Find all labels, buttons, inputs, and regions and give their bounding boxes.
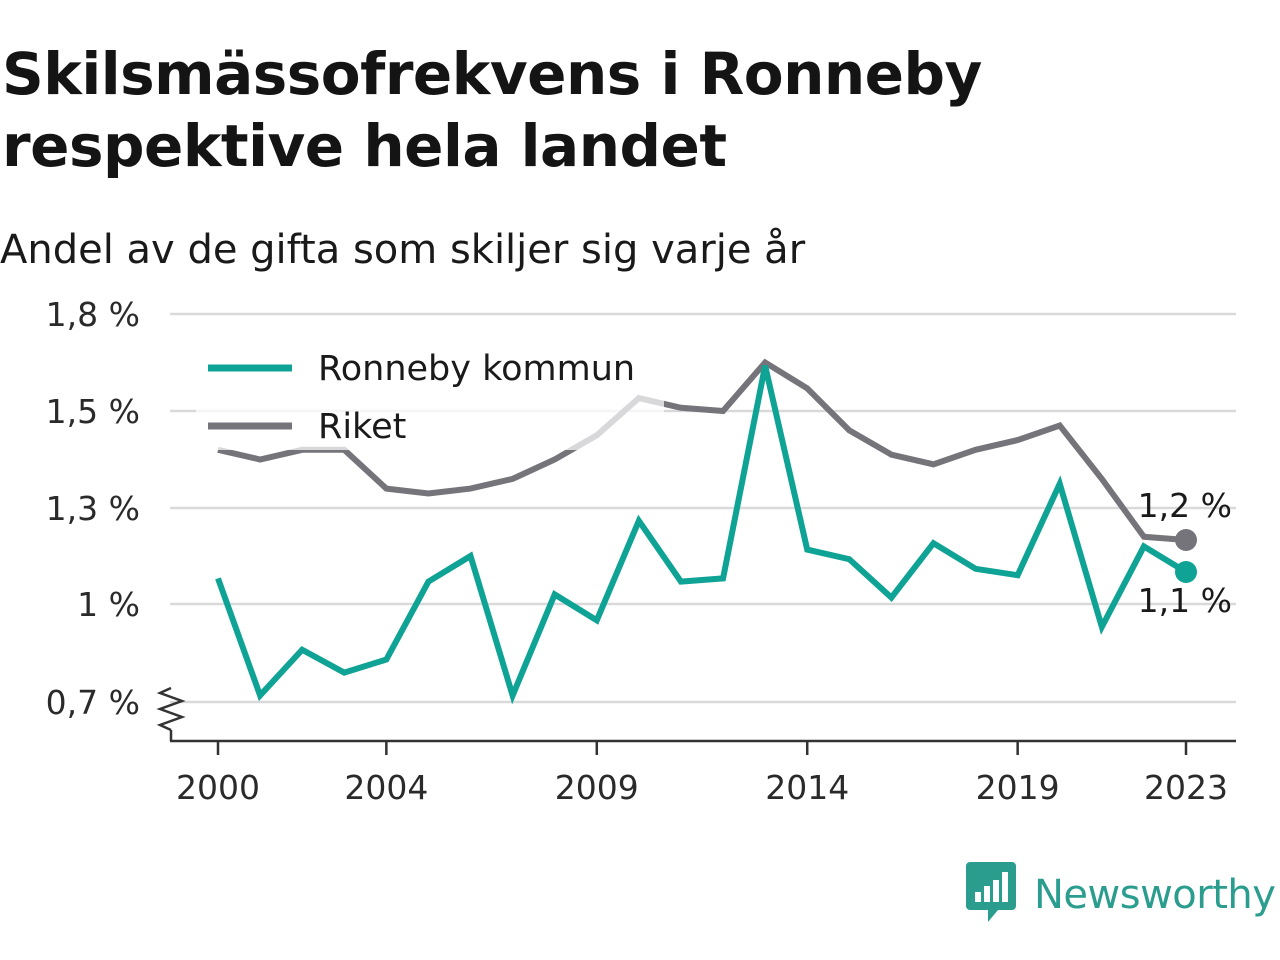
x-axis: 2000 2004 2009 2014 2019 2023 bbox=[170, 739, 1236, 807]
series-line-riket bbox=[217, 358, 1187, 543]
x-tick-label: 2014 bbox=[765, 768, 849, 807]
series-line-ronneby bbox=[215, 365, 1188, 705]
y-tick-label: 1,8 % bbox=[46, 295, 140, 334]
y-tick-label: 1,5 % bbox=[46, 392, 140, 431]
legend-label-riket: Riket bbox=[318, 407, 406, 447]
legend-label-ronneby: Ronneby kommun bbox=[318, 349, 635, 389]
y-tick-label: 0,7 % bbox=[46, 683, 140, 722]
x-tick-label: 2009 bbox=[555, 768, 639, 807]
end-label-ronneby: 1,1 % bbox=[1138, 581, 1232, 620]
newsworthy-brand: Newsworthy bbox=[966, 861, 1276, 929]
x-tick-label: 2000 bbox=[176, 768, 260, 807]
y-axis-break bbox=[156, 686, 186, 732]
newsworthy-logo-icon bbox=[966, 861, 1016, 929]
legend-background bbox=[196, 338, 664, 450]
legend: Ronneby kommun Riket bbox=[196, 338, 664, 450]
x-tick-label: 2004 bbox=[344, 768, 428, 807]
y-axis: 0,7 % 1 % 1,3 % 1,5 % 1,8 % bbox=[46, 295, 186, 741]
end-marker-ronneby bbox=[1175, 561, 1197, 583]
end-label-riket: 1,2 % bbox=[1138, 486, 1232, 525]
y-tick-label: 1 % bbox=[77, 585, 140, 624]
series-lines bbox=[215, 358, 1197, 705]
end-marker-riket bbox=[1175, 529, 1197, 551]
chart-title: Skilsmässofrekvens i Ronneby respektive … bbox=[2, 40, 982, 180]
brand-name: Newsworthy bbox=[1034, 872, 1276, 918]
x-tick-label: 2023 bbox=[1144, 768, 1228, 807]
y-tick-label: 1,3 % bbox=[46, 489, 140, 528]
x-tick-label: 2019 bbox=[976, 768, 1060, 807]
chart-subtitle: Andel av de gifta som skiljer sig varje … bbox=[0, 227, 806, 273]
end-labels: 1,2 % 1,1 % bbox=[1138, 486, 1232, 620]
